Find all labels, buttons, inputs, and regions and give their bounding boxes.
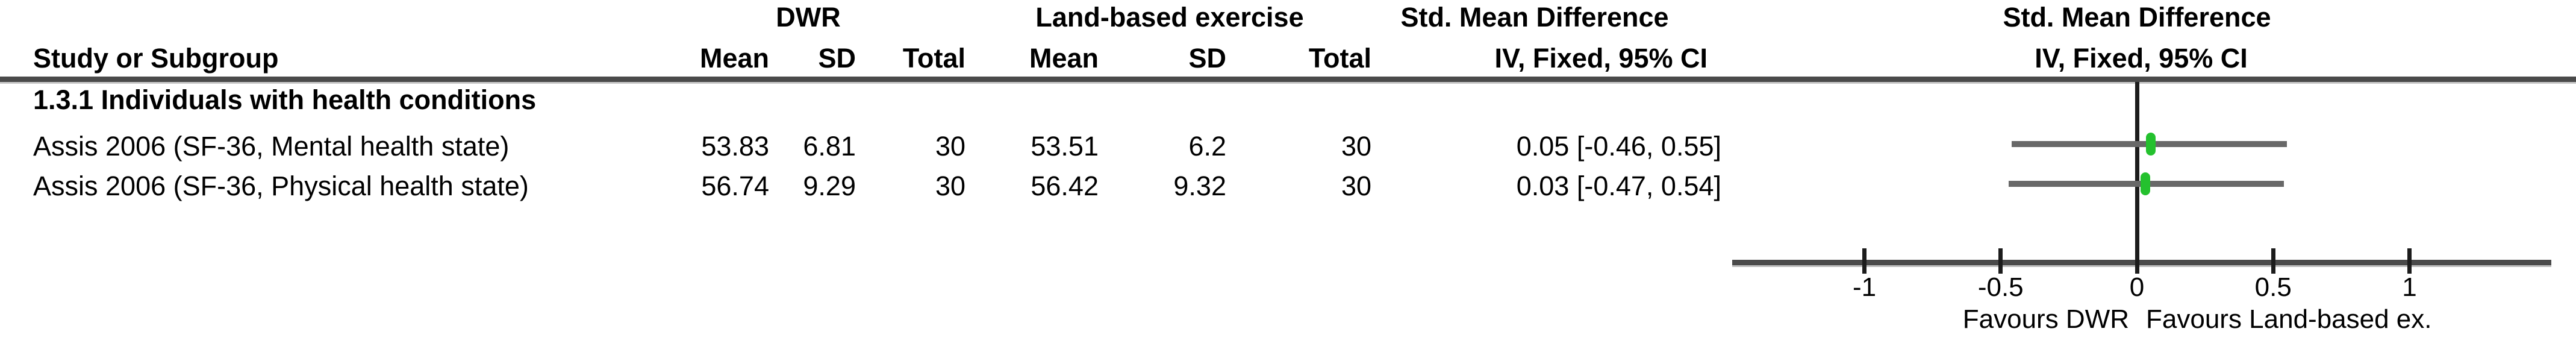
axis-tick <box>2407 248 2412 274</box>
sd1-value: 6.81 <box>803 131 856 162</box>
column-header-total2: Total <box>1308 43 1371 74</box>
ci-text: 0.03 [-0.47, 0.54] <box>1516 171 1721 201</box>
axis-tick-label: -0.5 <box>1977 272 2024 302</box>
axis-tick-label: -1 <box>1852 272 1877 302</box>
x-axis-line <box>1732 260 2551 267</box>
study-label: Assis 2006 (SF-36, Mental health state) <box>33 131 510 162</box>
group1-header: DWR <box>776 2 841 33</box>
axis-tick-label: 1 <box>2402 272 2417 302</box>
subgroup-heading: 1.3.1 Individuals with health conditions <box>33 84 537 115</box>
total2-value: 30 <box>1341 171 1371 201</box>
mean2-value: 53.51 <box>1031 131 1099 162</box>
column-header-sd1: SD <box>818 43 856 74</box>
ci-text: 0.05 [-0.46, 0.55] <box>1516 131 1721 162</box>
favours-right-label: Favours Land-based ex. <box>2146 304 2432 334</box>
axis-tick-label: 0 <box>2129 272 2145 302</box>
study-label: Assis 2006 (SF-36, Physical health state… <box>33 171 529 201</box>
column-header-mean2: Mean <box>1029 43 1099 74</box>
total2-value: 30 <box>1341 131 1371 162</box>
group2-header: Land-based exercise <box>1035 2 1304 33</box>
axis-tick <box>1998 248 2003 274</box>
header-rule <box>0 77 2576 84</box>
axis-tick <box>1862 248 1867 274</box>
method-header-plot: IV, Fixed, 95% CI <box>2035 43 2248 74</box>
axis-tick <box>2135 248 2139 274</box>
mean2-value: 56.42 <box>1031 171 1099 201</box>
total1-value: 30 <box>935 131 965 162</box>
axis-tick <box>2271 248 2275 274</box>
column-header-study: Study or Subgroup <box>33 43 279 74</box>
axis-tick-label: 0.5 <box>2254 272 2292 302</box>
effect-header-plot: Std. Mean Difference <box>2003 2 2271 33</box>
sd1-value: 9.29 <box>803 171 856 201</box>
effect-marker <box>2140 172 2150 195</box>
total1-value: 30 <box>935 171 965 201</box>
effect-marker <box>2145 133 2156 156</box>
sd2-value: 9.32 <box>1173 171 1226 201</box>
mean1-value: 56.74 <box>701 171 769 201</box>
effect-header-table: Std. Mean Difference <box>1400 2 1669 33</box>
column-header-mean1: Mean <box>699 43 769 74</box>
column-header-total1: Total <box>902 43 965 74</box>
sd2-value: 6.2 <box>1188 131 1226 162</box>
mean1-value: 53.83 <box>701 131 769 162</box>
column-header-sd2: SD <box>1188 43 1226 74</box>
zero-line <box>2135 82 2139 273</box>
favours-left-label: Favours DWR <box>1962 304 2129 334</box>
method-header-table: IV, Fixed, 95% CI <box>1494 43 1708 74</box>
